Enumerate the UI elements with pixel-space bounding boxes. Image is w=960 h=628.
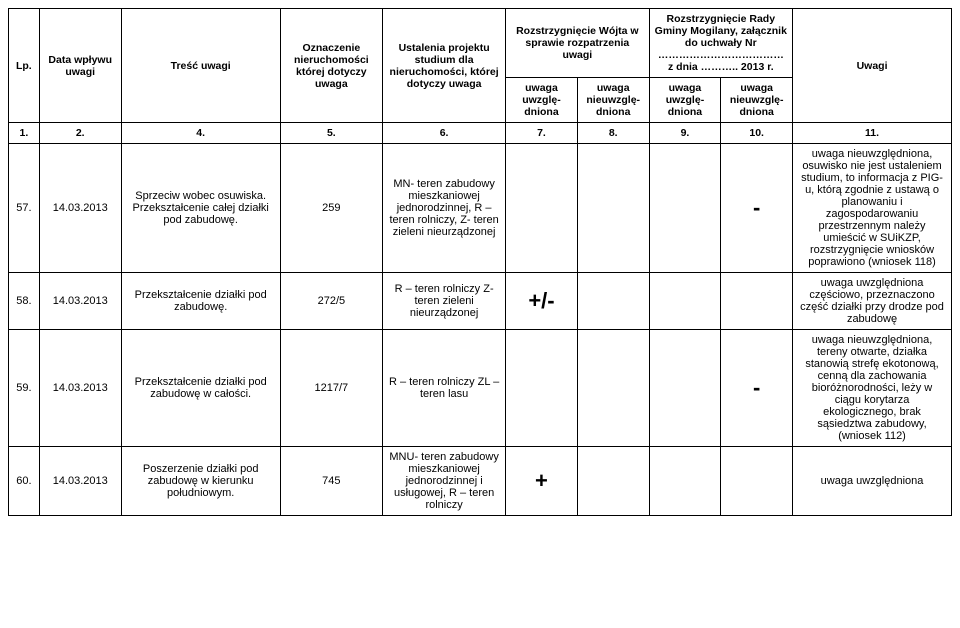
- table-row: 59.14.03.2013Przekształcenie działki pod…: [9, 330, 952, 447]
- cell-mark-1: [506, 330, 578, 447]
- header-rada-top: Rozstrzygnięcie Rady Gminy Mogilany, zał…: [655, 13, 787, 49]
- header-nieuwzgl-2: uwaga nieuwzglę-dniona: [721, 78, 793, 123]
- cell-mark-1: +: [506, 447, 578, 516]
- cell-mark-2: [577, 330, 649, 447]
- cell-mark-1: [506, 144, 578, 273]
- cell-ustalenia: MN- teren zabudowy mieszkaniowej jednoro…: [383, 144, 506, 273]
- cell-date: 14.03.2013: [39, 144, 121, 273]
- cell-ustalenia: MNU- teren zabudowy mieszkaniowej jednor…: [383, 447, 506, 516]
- cell-lp: 58.: [9, 273, 40, 330]
- cell-date: 14.03.2013: [39, 447, 121, 516]
- cell-tresc: Poszerzenie działki pod zabudowę w kieru…: [121, 447, 280, 516]
- header-uwzgl-2: uwaga uwzglę-dniona: [649, 78, 721, 123]
- num-2: 2.: [39, 123, 121, 144]
- cell-mark-2: [577, 144, 649, 273]
- num-7: 7.: [506, 123, 578, 144]
- cell-oznaczenie: 259: [280, 144, 383, 273]
- number-row: 1. 2. 4. 5. 6. 7. 8. 9. 10. 11.: [9, 123, 952, 144]
- header-date: Data wpływu uwagi: [39, 9, 121, 123]
- cell-oznaczenie: 745: [280, 447, 383, 516]
- cell-ustalenia: R – teren rolniczy ZL – teren lasu: [383, 330, 506, 447]
- num-9: 9.: [649, 123, 721, 144]
- cell-lp: 59.: [9, 330, 40, 447]
- header-rozstrzyg-wojt: Rozstrzygnięcie Wójta w sprawie rozpatrz…: [506, 9, 649, 78]
- header-ustalenia: Ustalenia projektu studium dla nieruchom…: [383, 9, 506, 123]
- cell-mark-3: [649, 144, 721, 273]
- table-row: 57.14.03.2013Sprzeciw wobec osuwiska. Pr…: [9, 144, 952, 273]
- num-1: 1.: [9, 123, 40, 144]
- cell-mark-1: +/-: [506, 273, 578, 330]
- table-row: 58.14.03.2013Przekształcenie działki pod…: [9, 273, 952, 330]
- table-body: 57.14.03.2013Sprzeciw wobec osuwiska. Pr…: [9, 144, 952, 516]
- cell-date: 14.03.2013: [39, 273, 121, 330]
- header-rada-dots: ………………………………: [655, 49, 787, 61]
- header-uwagi: Uwagi: [793, 9, 952, 123]
- cell-mark-4: -: [721, 144, 793, 273]
- num-6: 6.: [383, 123, 506, 144]
- cell-lp: 60.: [9, 447, 40, 516]
- cell-mark-4: [721, 273, 793, 330]
- cell-mark-3: [649, 330, 721, 447]
- header-rozstrzyg-rada: Rozstrzygnięcie Rady Gminy Mogilany, zał…: [649, 9, 792, 78]
- cell-tresc: Przekształcenie działki pod zabudowę.: [121, 273, 280, 330]
- cell-oznaczenie: 272/5: [280, 273, 383, 330]
- cell-date: 14.03.2013: [39, 330, 121, 447]
- num-11: 11.: [793, 123, 952, 144]
- cell-oznaczenie: 1217/7: [280, 330, 383, 447]
- cell-tresc: Sprzeciw wobec osuwiska. Przekształcenie…: [121, 144, 280, 273]
- decisions-table: Lp. Data wpływu uwagi Treść uwagi Oznacz…: [8, 8, 952, 516]
- cell-uwagi: uwaga uwzględniona częściowo, przeznaczo…: [793, 273, 952, 330]
- header-oznaczenie: Oznaczenie nieruchomości której dotyczy …: [280, 9, 383, 123]
- header-nieuwzgl-1: uwaga nieuwzglę-dniona: [577, 78, 649, 123]
- num-5: 5.: [280, 123, 383, 144]
- cell-uwagi: uwaga nieuwzględniona, tereny otwarte, d…: [793, 330, 952, 447]
- cell-mark-4: -: [721, 330, 793, 447]
- cell-uwagi: uwaga nieuwzględniona, osuwisko nie jest…: [793, 144, 952, 273]
- header-uwzgl-1: uwaga uwzglę-dniona: [506, 78, 578, 123]
- table-row: 60.14.03.2013Poszerzenie działki pod zab…: [9, 447, 952, 516]
- header-tresc: Treść uwagi: [121, 9, 280, 123]
- num-4: 4.: [121, 123, 280, 144]
- table-header: Lp. Data wpływu uwagi Treść uwagi Oznacz…: [9, 9, 952, 144]
- cell-mark-2: [577, 273, 649, 330]
- cell-tresc: Przekształcenie działki pod zabudowę w c…: [121, 330, 280, 447]
- cell-mark-3: [649, 273, 721, 330]
- cell-mark-3: [649, 447, 721, 516]
- cell-mark-2: [577, 447, 649, 516]
- header-rada-date: z dnia ……….. 2013 r.: [655, 61, 787, 73]
- cell-ustalenia: R – teren rolniczy Z- teren zieleni nieu…: [383, 273, 506, 330]
- cell-mark-4: [721, 447, 793, 516]
- num-8: 8.: [577, 123, 649, 144]
- header-lp: Lp.: [9, 9, 40, 123]
- cell-lp: 57.: [9, 144, 40, 273]
- num-10: 10.: [721, 123, 793, 144]
- cell-uwagi: uwaga uwzględniona: [793, 447, 952, 516]
